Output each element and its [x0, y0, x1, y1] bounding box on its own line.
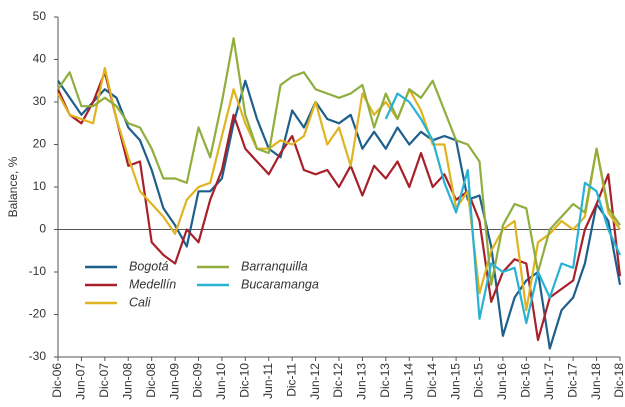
- x-tick-label: Jun-14: [401, 363, 415, 400]
- x-tick-label: Dic-06: [50, 363, 64, 398]
- x-tick-label: Jun-08: [120, 363, 134, 400]
- x-tick-label: Jun-10: [214, 363, 228, 400]
- legend-label: Cali: [129, 295, 152, 309]
- series-line: [384, 92, 621, 325]
- x-tick-label: Dic-12: [331, 363, 345, 398]
- x-tick-label: Dic-08: [144, 363, 158, 398]
- y-tick-label: -20: [29, 307, 47, 321]
- x-tick-label: Jun-07: [74, 363, 88, 400]
- x-tick-label: Dic-18: [612, 363, 625, 398]
- y-axis-label: Balance, %: [6, 156, 20, 217]
- x-tick-label: Dic-15: [472, 363, 486, 398]
- y-tick-label: 0: [39, 222, 46, 236]
- legend-label: Barranquilla: [241, 259, 308, 273]
- x-tick-label: Jun-17: [542, 363, 556, 400]
- x-tick-label: Dic-11: [284, 363, 298, 397]
- y-tick-label: -30: [29, 349, 47, 363]
- x-tick-label: Dic-13: [378, 363, 392, 398]
- legend-label: Bucaramanga: [241, 277, 319, 291]
- x-tick-label: Jun-09: [167, 363, 181, 400]
- series-line: [57, 71, 622, 342]
- y-tick-label: 50: [33, 9, 47, 23]
- legend-label: Medellín: [129, 277, 176, 291]
- x-tick-label: Dic-07: [97, 363, 111, 398]
- x-tick-label: Dic-09: [191, 363, 205, 398]
- x-tick-label: Dic-17: [565, 363, 579, 398]
- series-line: [57, 79, 622, 350]
- series-line: [57, 37, 621, 286]
- x-tick-label: Dic-10: [238, 363, 252, 398]
- legend-label: Bogotá: [129, 259, 169, 273]
- x-tick-label: Jun-12: [308, 363, 322, 400]
- x-tick-label: Dic-16: [519, 363, 533, 398]
- x-tick-label: Jun-16: [495, 363, 509, 400]
- x-tick-label: Dic-14: [425, 363, 439, 398]
- x-tick-label: Jun-13: [355, 363, 369, 400]
- y-tick-label: 40: [33, 52, 47, 66]
- y-tick-label: -10: [29, 264, 47, 278]
- x-tick-label: Jun-11: [261, 363, 275, 399]
- y-tick-label: 30: [33, 94, 47, 108]
- series-line: [57, 66, 621, 312]
- x-tick-label: Jun-18: [589, 363, 603, 400]
- y-tick-label: 20: [33, 137, 47, 151]
- y-tick-label: 10: [33, 179, 47, 193]
- x-tick-label: Jun-15: [448, 363, 462, 400]
